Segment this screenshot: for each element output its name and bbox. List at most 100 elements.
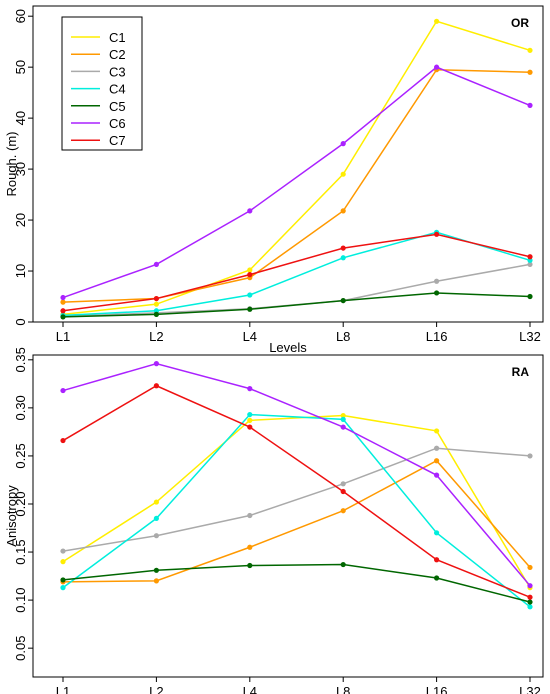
legend: C1 C2 C3 C4 C5 C6 C7	[61, 16, 143, 151]
data-point-c4	[434, 530, 440, 536]
data-point-c5	[434, 290, 440, 296]
panel-tag: OR	[511, 16, 529, 30]
y-tick-label: 40	[13, 111, 28, 125]
series-line-c7	[62, 233, 531, 312]
data-point-c7	[527, 254, 533, 260]
data-point-c2	[247, 544, 253, 550]
data-point-c7	[434, 557, 440, 563]
legend-label-c5: C5	[109, 99, 126, 114]
data-point-c2	[60, 299, 66, 305]
data-point-c6	[434, 472, 440, 478]
data-point-c5	[60, 314, 66, 320]
series-line-c2	[62, 459, 531, 583]
x-tick-label: L8	[336, 329, 350, 344]
y-tick-label: 20	[13, 213, 28, 227]
data-point-c4	[153, 515, 159, 522]
y-tick-label: 0	[13, 318, 28, 325]
y-tick-label: 60	[13, 9, 28, 23]
data-point-c4	[527, 604, 533, 610]
data-point-c3	[60, 548, 66, 554]
data-point-c7	[60, 308, 66, 314]
data-point-c2	[153, 578, 159, 584]
x-tick-label: L1	[56, 684, 70, 694]
y-tick-label: 50	[13, 60, 28, 74]
data-point-c6	[60, 294, 66, 301]
x-tick-label: L32	[519, 329, 541, 344]
x-tick-label: L32	[519, 684, 541, 694]
series-line-c5	[62, 292, 531, 318]
data-point-c4	[153, 308, 159, 314]
data-point-c2	[340, 508, 346, 514]
data-point-c3	[247, 512, 253, 519]
data-point-c4	[340, 255, 346, 261]
legend-label-c6: C6	[109, 116, 126, 131]
data-point-c5	[527, 293, 533, 300]
series-line-c6	[62, 66, 531, 299]
y-axis-title: Anisotropy	[4, 485, 19, 547]
series-line-c6	[62, 362, 531, 587]
x-tick-label: L16	[426, 329, 448, 344]
data-point-c7	[247, 424, 253, 430]
data-point-c7	[527, 594, 533, 600]
x-tick-label: L4	[243, 684, 257, 694]
data-point-c5	[527, 599, 533, 605]
data-point-c7	[340, 488, 346, 495]
series-line-c5	[62, 563, 531, 603]
data-point-c6	[340, 141, 346, 147]
data-point-c5	[153, 311, 159, 317]
data-point-c3	[153, 533, 159, 539]
data-point-c7	[60, 437, 66, 444]
legend-label-c7: C7	[109, 133, 126, 148]
plot-frame	[32, 354, 544, 678]
y-tick-label: 0.10	[13, 587, 28, 612]
panel-roughness: 0 10 20 30 40 50 60 L1 L2 L4 L8 L16 L32 Levels Rough. …	[4, 5, 544, 355]
y-tick-label: 0.35	[13, 347, 28, 372]
data-point-c1	[434, 428, 440, 434]
data-point-c5	[247, 306, 253, 312]
series-line-c4	[62, 413, 531, 608]
data-point-c5	[153, 567, 159, 573]
data-point-c1	[153, 499, 159, 505]
data-point-c7	[434, 231, 440, 237]
data-point-c3	[434, 278, 440, 284]
data-point-c1	[60, 559, 66, 565]
data-point-c5	[434, 575, 440, 581]
data-point-c6	[434, 64, 440, 70]
legend-label-c1: C1	[109, 30, 126, 45]
y-axis-title: Rough. (m)	[4, 131, 19, 196]
y-tick-label: 0.25	[13, 443, 28, 468]
data-point-c4	[60, 585, 66, 591]
legend-label-c2: C2	[109, 47, 126, 62]
data-point-c5	[247, 562, 253, 569]
data-point-c6	[527, 102, 533, 108]
data-point-c6	[153, 361, 159, 367]
data-point-c7	[153, 295, 159, 302]
data-point-c3	[340, 481, 346, 487]
data-point-c6	[247, 208, 253, 214]
data-point-c6	[340, 424, 346, 430]
plot-frame	[32, 5, 544, 323]
data-point-c1	[340, 171, 346, 177]
data-point-c7	[340, 245, 346, 251]
data-point-c1	[153, 301, 159, 307]
legend-box	[61, 16, 143, 151]
legend-label-c3: C3	[109, 64, 126, 79]
y-tick-label: 10	[13, 264, 28, 278]
x-tick-label: L8	[336, 684, 350, 694]
data-point-c4	[247, 411, 253, 418]
data-point-c6	[60, 387, 66, 394]
data-point-c6	[527, 583, 533, 589]
data-point-c1	[434, 18, 440, 24]
data-point-c1	[527, 47, 533, 53]
data-point-c2	[527, 69, 533, 75]
y-tick-label: 30	[13, 162, 28, 176]
data-point-c7	[153, 383, 159, 389]
x-axis-title: Levels	[269, 340, 307, 355]
data-point-c5	[340, 297, 346, 304]
data-point-c1	[340, 412, 346, 419]
data-point-c2	[527, 564, 533, 571]
data-point-c3	[527, 261, 533, 268]
data-point-c3	[434, 445, 440, 451]
panel-anisotropy: 0.05 0.10 0.15 0.20 0.25 0.30 0.35 L1 L2 L4 L8 L16 L…	[4, 347, 544, 694]
